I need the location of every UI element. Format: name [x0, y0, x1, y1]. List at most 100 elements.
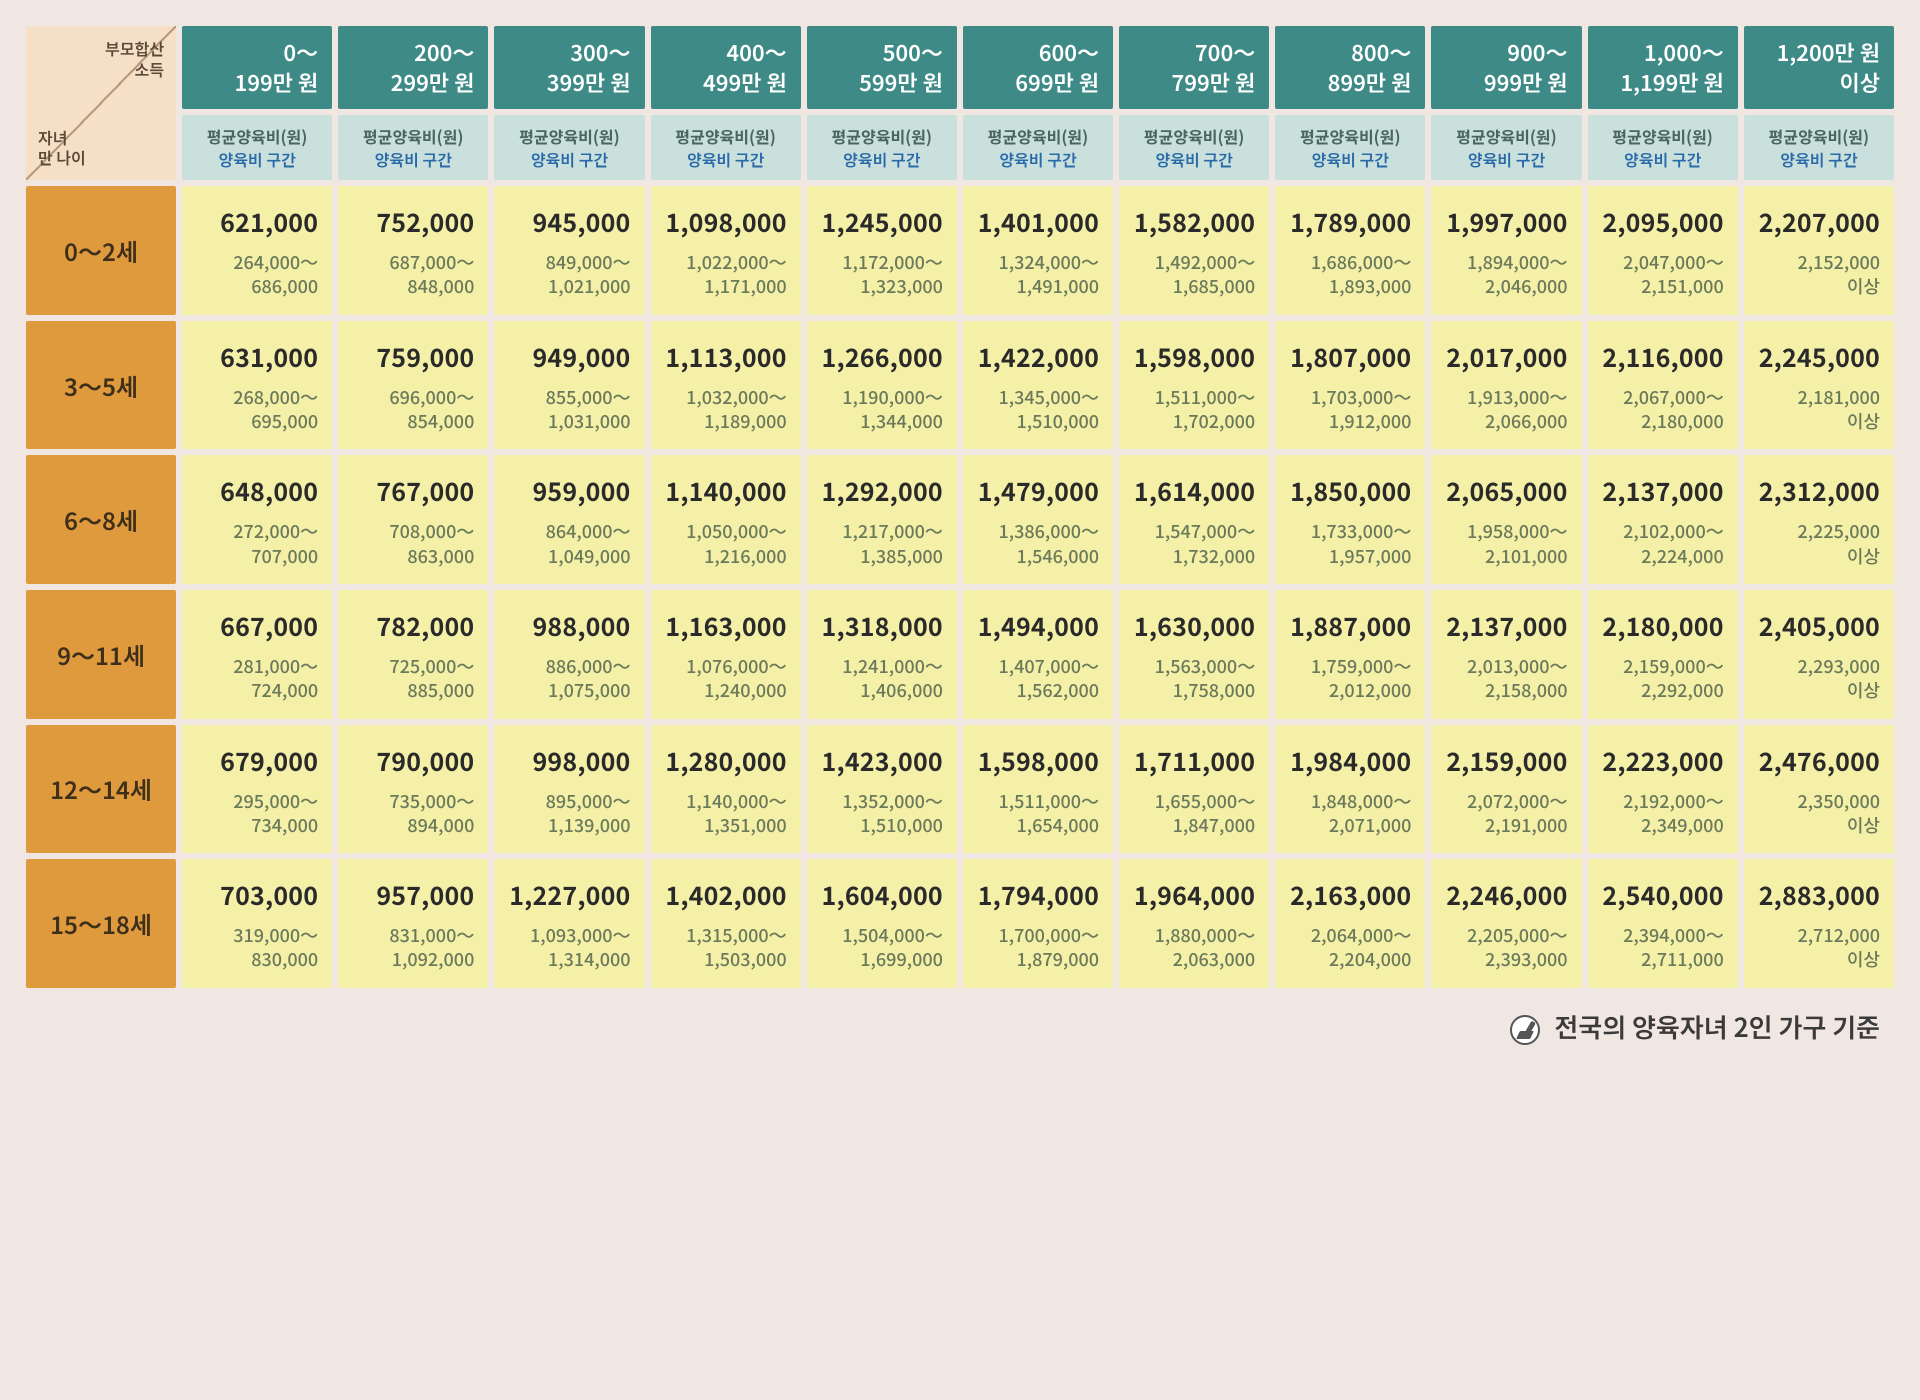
range-line1: 2,159,000～	[1623, 653, 1724, 679]
avg-value: 1,598,000	[1127, 339, 1255, 375]
range-line2: 830,000	[251, 946, 318, 972]
range-line2: 1,546,000	[1016, 543, 1099, 569]
data-cell-0-7: 1,789,0001,686,000～1,893,000	[1275, 186, 1425, 315]
avg-value: 1,422,000	[971, 339, 1099, 375]
data-cell-2-9: 2,137,0002,102,000～2,224,000	[1588, 455, 1738, 584]
range-line1: 2,394,000～	[1623, 922, 1724, 948]
data-cell-0-6: 1,582,0001,492,000～1,685,000	[1119, 186, 1269, 315]
range-line1: 2,013,000～	[1467, 653, 1568, 679]
avg-value: 1,113,000	[659, 339, 787, 375]
avg-value: 2,116,000	[1596, 339, 1724, 375]
range-line1: 1,733,000～	[1311, 518, 1412, 544]
avg-value: 2,883,000	[1752, 877, 1880, 913]
range-line2: 1,049,000	[548, 543, 631, 569]
income-header-l2: 599만 원	[859, 66, 943, 98]
range-line2: 2,071,000	[1329, 812, 1412, 838]
data-cell-1-0: 631,000268,000～695,000	[182, 321, 332, 450]
data-cell-0-5: 1,401,0001,324,000～1,491,000	[963, 186, 1113, 315]
range-line2: 1,732,000	[1173, 543, 1256, 569]
range-line2: 1,654,000	[1016, 812, 1099, 838]
range-line2: 2,151,000	[1641, 273, 1724, 299]
range-line1: 268,000～	[233, 384, 318, 410]
range-line2: 1,758,000	[1173, 677, 1256, 703]
avg-value: 1,598,000	[971, 743, 1099, 779]
table-row: 15～18세703,000319,000～830,000957,000831,0…	[26, 859, 1894, 988]
range-line2: 1,685,000	[1173, 273, 1256, 299]
data-cell-5-0: 703,000319,000～830,000	[182, 859, 332, 988]
avg-value: 790,000	[346, 743, 474, 779]
data-cell-0-10: 2,207,0002,152,000이상	[1744, 186, 1894, 315]
range-line1: 2,712,000	[1797, 922, 1880, 948]
sub-header-line1: 평균양육비(원)	[363, 124, 463, 148]
range-line2: 1,314,000	[548, 946, 631, 972]
sub-header-line1: 평균양육비(원)	[832, 124, 932, 148]
range-line2: 2,066,000	[1485, 408, 1568, 434]
range-line1: 1,315,000～	[686, 922, 787, 948]
avg-value: 1,604,000	[815, 877, 943, 913]
sub-header-line2: 양육비 구간	[1780, 147, 1857, 171]
range-line2: 이상	[1847, 543, 1880, 569]
avg-value: 782,000	[346, 608, 474, 644]
range-line2: 2,180,000	[1641, 408, 1724, 434]
avg-value: 1,266,000	[815, 339, 943, 375]
income-header-l2: 799만 원	[1171, 66, 1255, 98]
income-header-5: 600～699만 원	[963, 26, 1113, 109]
range-line2: 2,349,000	[1641, 812, 1724, 838]
range-line2: 1,031,000	[548, 408, 631, 434]
avg-value: 2,540,000	[1596, 877, 1724, 913]
avg-value: 2,476,000	[1752, 743, 1880, 779]
range-line2: 854,000	[407, 408, 474, 434]
avg-value: 1,850,000	[1283, 473, 1411, 509]
sub-header-line2: 양육비 구간	[218, 147, 295, 171]
avg-value: 959,000	[502, 473, 630, 509]
range-line2: 2,046,000	[1485, 273, 1568, 299]
range-line1: 1,563,000～	[1155, 653, 1256, 679]
avg-value: 1,292,000	[815, 473, 943, 509]
range-line2: 1,406,000	[860, 677, 943, 703]
range-line1: 1,504,000～	[842, 922, 943, 948]
data-cell-3-6: 1,630,0001,563,000～1,758,000	[1119, 590, 1269, 719]
range-line2: 1,092,000	[392, 946, 475, 972]
data-cell-2-10: 2,312,0002,225,000이상	[1744, 455, 1894, 584]
data-cell-5-10: 2,883,0002,712,000이상	[1744, 859, 1894, 988]
data-cell-4-0: 679,000295,000～734,000	[182, 725, 332, 854]
data-cell-4-6: 1,711,0001,655,000～1,847,000	[1119, 725, 1269, 854]
income-header-l1: 800～	[1351, 36, 1411, 68]
sub-header-line1: 평균양육비(원)	[1769, 124, 1869, 148]
footnote: 전국의 양육자녀 2인 가구 기준	[20, 1008, 1900, 1045]
avg-value: 2,223,000	[1596, 743, 1724, 779]
data-cell-2-5: 1,479,0001,386,000～1,546,000	[963, 455, 1113, 584]
avg-value: 2,137,000	[1439, 608, 1567, 644]
range-line1: 295,000～	[233, 788, 318, 814]
avg-value: 1,789,000	[1283, 204, 1411, 240]
range-line2: 2,101,000	[1485, 543, 1568, 569]
sub-header-line1: 평균양육비(원)	[519, 124, 619, 148]
range-line1: 272,000～	[233, 518, 318, 544]
data-cell-5-3: 1,402,0001,315,000～1,503,000	[651, 859, 801, 988]
income-header-l1: 900～	[1507, 36, 1567, 68]
avg-value: 2,207,000	[1752, 204, 1880, 240]
avg-value: 1,794,000	[971, 877, 1099, 913]
avg-value: 648,000	[190, 473, 318, 509]
sub-header-0: 평균양육비(원)양육비 구간	[182, 115, 332, 180]
range-line2: 1,562,000	[1016, 677, 1099, 703]
avg-value: 1,280,000	[659, 743, 787, 779]
range-line2: 1,510,000	[860, 812, 943, 838]
data-cell-3-9: 2,180,0002,159,000～2,292,000	[1588, 590, 1738, 719]
data-cell-5-4: 1,604,0001,504,000～1,699,000	[807, 859, 957, 988]
avg-value: 1,494,000	[971, 608, 1099, 644]
income-header-l2: 699만 원	[1015, 66, 1099, 98]
data-cell-3-4: 1,318,0001,241,000～1,406,000	[807, 590, 957, 719]
data-table: 부모합산 소득 자녀 만 나이 0～199만 원200～299만 원300～39…	[20, 20, 1900, 994]
data-cell-1-9: 2,116,0002,067,000～2,180,000	[1588, 321, 1738, 450]
income-header-3: 400～499만 원	[651, 26, 801, 109]
pencil-icon	[1510, 1015, 1540, 1045]
range-line1: 1,703,000～	[1311, 384, 1412, 410]
range-line2: 863,000	[407, 543, 474, 569]
data-cell-2-7: 1,850,0001,733,000～1,957,000	[1275, 455, 1425, 584]
income-header-l1: 1,200만 원	[1777, 36, 1880, 68]
data-cell-5-6: 1,964,0001,880,000～2,063,000	[1119, 859, 1269, 988]
range-line2: 686,000	[251, 273, 318, 299]
range-line2: 724,000	[251, 677, 318, 703]
range-line2: 2,063,000	[1173, 946, 1256, 972]
